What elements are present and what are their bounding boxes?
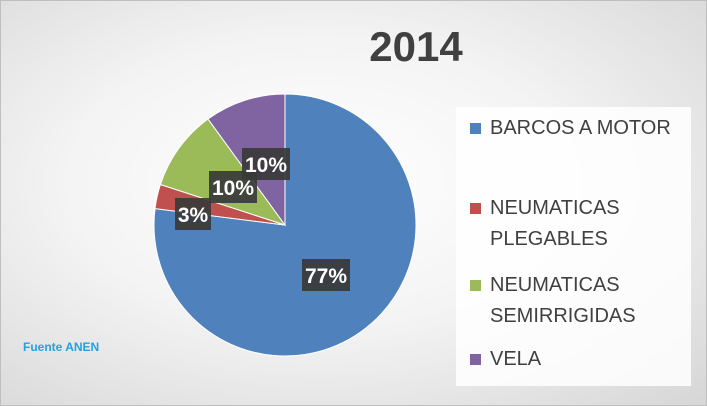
data-label-group: 77% [302, 259, 350, 291]
data-label: 10% [245, 154, 287, 177]
legend-label: VELA [490, 348, 542, 370]
data-label-group: 10% [242, 148, 290, 180]
legend-swatch [470, 123, 481, 134]
data-label: 10% [212, 177, 254, 200]
data-label-box [175, 198, 211, 230]
data-label: 3% [178, 204, 209, 227]
legend-swatch [470, 280, 481, 291]
legend-swatch [470, 203, 481, 214]
legend-item: NEUMATICAS PLEGABLES [470, 193, 680, 255]
legend-swatch [470, 354, 481, 365]
legend: BARCOS A MOTOR NEUMATICAS PLEGABLES NEUMAT… [456, 107, 691, 386]
annotation: Fuente ANEN [23, 340, 100, 354]
legend-item: BARCOS A MOTOR [470, 113, 680, 144]
legend-item: VELA [470, 344, 680, 375]
legend-label: NEUMATICAS SEMIRRIGIDAS [490, 274, 636, 327]
data-label-group: 3% [175, 198, 211, 230]
legend-label: BARCOS A MOTOR [490, 117, 671, 139]
legend-label: NEUMATICAS PLEGABLES [490, 197, 620, 250]
chart-title: 2014 [369, 23, 463, 70]
data-label-box [302, 259, 350, 291]
data-label-box [242, 148, 290, 180]
legend-item: NEUMATICAS SEMIRRIGIDAS [470, 270, 680, 332]
data-label: 77% [305, 265, 347, 288]
